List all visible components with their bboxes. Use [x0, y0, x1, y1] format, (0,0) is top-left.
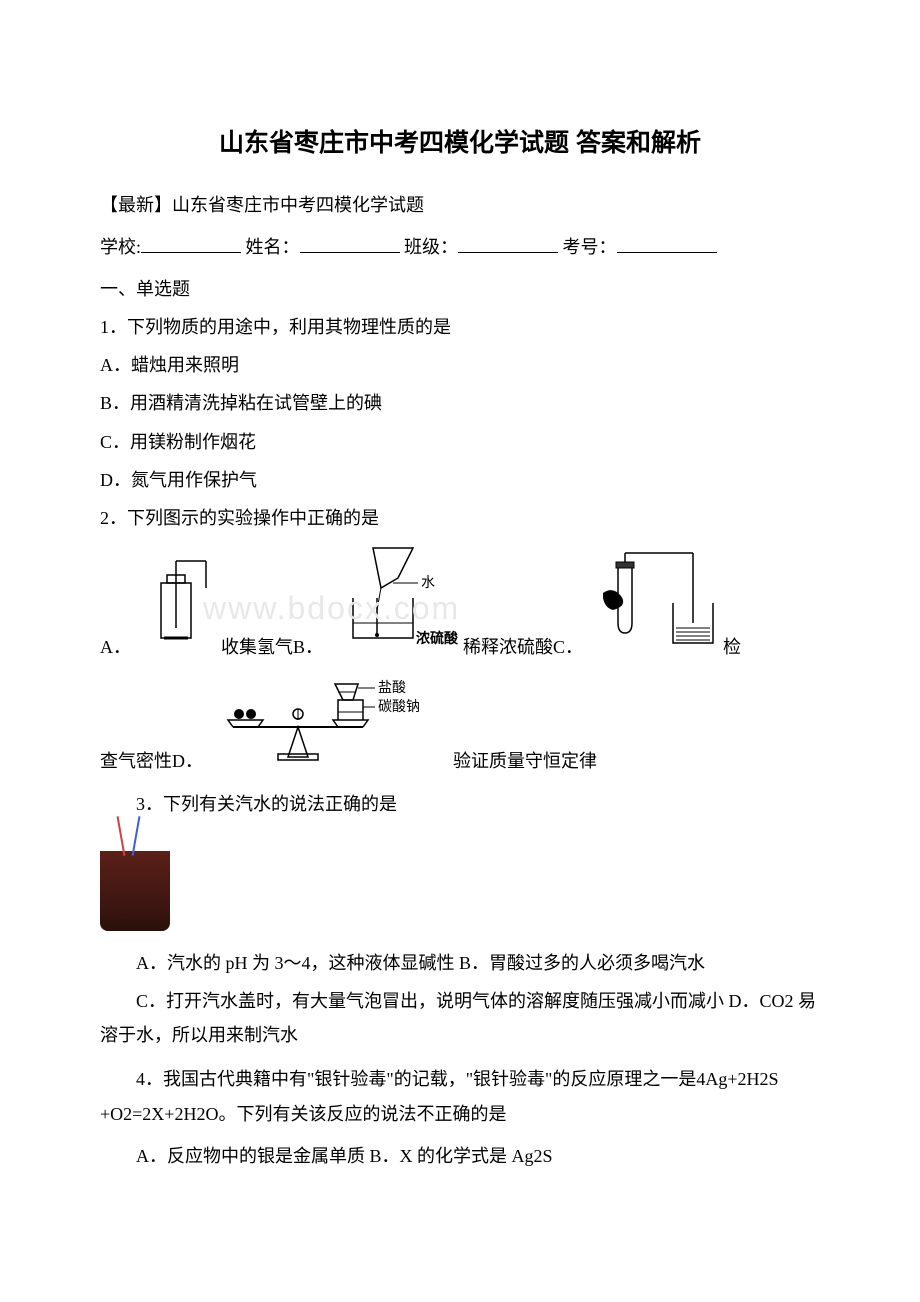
q3-option-ab: A．汽水的 pH 为 3～4，这种液体显碱性 B．胃酸过多的人必须多喝汽水: [100, 946, 820, 980]
q2-figure-b: www.bdocx.com 水 浓硫酸: [323, 543, 463, 664]
q3-stem: 3．下列有关汽水的说法正确的是: [100, 787, 820, 821]
na2co3-label: 碳酸钠: [378, 699, 420, 715]
q2-stem: 2．下列图示的实验操作中正确的是: [100, 501, 820, 535]
q4-stem: 4．我国古代典籍中有"银针验毒"的记载，"银针验毒"的反应原理之一是4Ag+2H…: [100, 1062, 820, 1130]
hcl-label: 盐酸: [378, 680, 406, 696]
soda-image: [100, 831, 170, 931]
name-label: 姓名：: [246, 237, 300, 257]
acid-label: 浓硫酸: [416, 630, 459, 647]
class-label: 班级：: [404, 237, 458, 257]
q4-option-ab: A．反应物中的银是金属单质 B．X 的化学式是 Ag2S: [100, 1139, 820, 1173]
name-blank: [300, 231, 400, 253]
q1-option-b: B．用酒精清洗掉粘在试管壁上的碘: [100, 386, 820, 420]
q1-option-d: D．氮气用作保护气: [100, 463, 820, 497]
q2-c-caption-2: 查气密性: [100, 744, 172, 778]
q1-stem: 1．下列物质的用途中，利用其物理性质的是: [100, 310, 820, 344]
q2-d-caption: 验证质量守恒定律: [453, 744, 597, 778]
school-blank: [141, 231, 241, 253]
form-row: 学校: 姓名： 班级： 考号：: [100, 230, 820, 264]
page-title: 山东省枣庄市中考四模化学试题 答案和解析: [100, 120, 820, 168]
q2-b-prefix: B．: [293, 630, 323, 664]
q2-figure-c: [583, 548, 723, 664]
q2-figure-a: [131, 553, 221, 664]
examno-blank: [617, 231, 717, 253]
q2-figures-wrap: A． 收集氢气 B． www.bdocx.com: [100, 543, 820, 778]
q2-a-caption: 收集氢气: [221, 630, 293, 664]
q2-c-caption-1: 检: [723, 630, 741, 664]
q2-figure-d: 盐酸 碳酸钠: [203, 672, 423, 778]
q2-figure-row-1: A． 收集氢气 B． www.bdocx.com: [100, 543, 820, 664]
q1-option-a: A．蜡烛用来照明: [100, 348, 820, 382]
q2-d-prefix: D．: [172, 744, 203, 778]
q2-b-caption: 稀释浓硫酸: [463, 630, 553, 664]
q2-figure-row-2: 查气密性 D． 盐酸 碳酸钠 验: [100, 672, 820, 778]
water-label: 水: [421, 575, 435, 591]
q3-option-cd: C．打开汽水盖时，有大量气泡冒出，说明气体的溶解度随压强减小而减小 D．CO2 …: [100, 984, 820, 1052]
examno-label: 考号：: [563, 237, 617, 257]
class-blank: [458, 231, 558, 253]
subtitle: 【最新】山东省枣庄市中考四模化学试题: [100, 188, 820, 222]
q2-a-prefix: A．: [100, 630, 131, 664]
section-1-heading: 一、单选题: [100, 272, 820, 306]
q1-option-c: C．用镁粉制作烟花: [100, 425, 820, 459]
school-label: 学校:: [100, 237, 141, 257]
q2-c-prefix: C．: [553, 630, 583, 664]
